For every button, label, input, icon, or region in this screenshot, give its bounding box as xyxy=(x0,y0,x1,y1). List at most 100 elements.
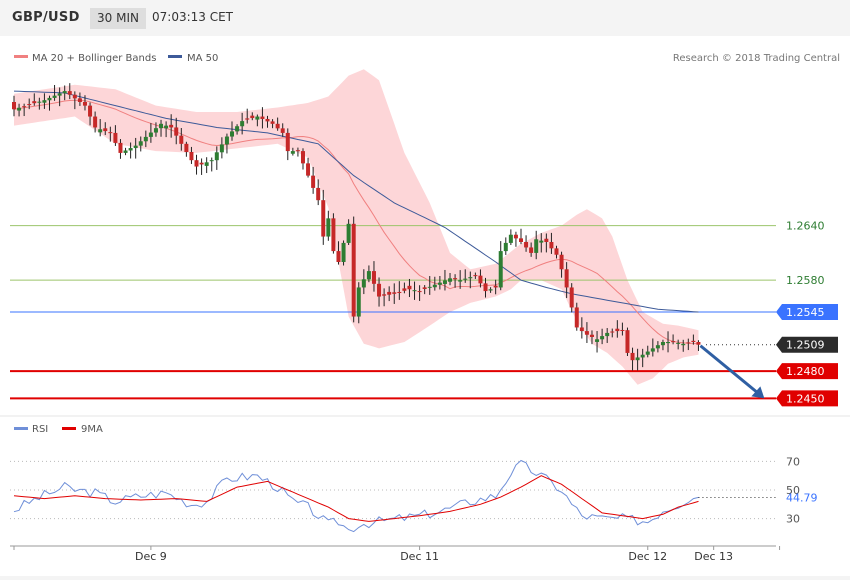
legend-9ma-label: 9MA xyxy=(81,424,103,435)
rsi-ma-line xyxy=(13,475,699,522)
candle xyxy=(230,121,235,141)
candle xyxy=(498,241,503,291)
candle xyxy=(635,348,640,371)
bollinger-band xyxy=(14,69,699,385)
candle xyxy=(524,235,529,252)
timeframe-selector[interactable]: 30 MIN xyxy=(90,8,146,29)
candle xyxy=(478,269,483,288)
candle xyxy=(174,117,179,145)
candle xyxy=(650,338,655,357)
forecast-arrow-shaft xyxy=(699,344,760,395)
candle xyxy=(265,115,270,128)
forecast-arrow-head xyxy=(751,386,765,399)
legend-ma20-swatch xyxy=(14,55,28,58)
copyright-credit: Research © 2018 Trading Central xyxy=(673,53,840,64)
candle xyxy=(402,282,407,294)
candle xyxy=(52,85,57,101)
candle xyxy=(209,157,214,172)
candle xyxy=(605,328,610,343)
legend-9ma-swatch xyxy=(62,427,76,430)
candle xyxy=(37,97,42,110)
candle xyxy=(397,281,402,300)
candle xyxy=(235,124,240,135)
candle xyxy=(204,157,209,174)
candle xyxy=(270,119,275,129)
candle xyxy=(630,347,635,371)
candle xyxy=(382,288,387,307)
candle xyxy=(275,117,280,131)
candle xyxy=(610,328,615,338)
candle xyxy=(153,122,158,137)
rsi-tick-label: 70 xyxy=(786,455,800,468)
legend-rsi-swatch xyxy=(14,427,28,430)
level-tag-pivot xyxy=(776,304,838,320)
candle xyxy=(179,127,184,151)
x-tick-label: Dec 13 xyxy=(694,550,733,563)
candle xyxy=(346,219,351,245)
candle xyxy=(600,328,605,345)
level-label: 1.2640 xyxy=(786,220,825,233)
candle xyxy=(189,146,194,164)
candle xyxy=(503,237,508,255)
candle xyxy=(529,242,534,257)
legend-ma50-swatch xyxy=(168,55,182,58)
candle xyxy=(589,330,594,345)
candle xyxy=(676,339,681,350)
candle xyxy=(295,147,300,157)
level-label: 1.2450 xyxy=(786,392,825,405)
candle xyxy=(366,265,371,283)
candle xyxy=(660,339,665,351)
candle xyxy=(32,93,37,106)
candle xyxy=(331,213,336,254)
candle xyxy=(412,281,417,300)
candle xyxy=(159,119,164,137)
candle xyxy=(448,273,453,286)
candle xyxy=(224,133,229,154)
candle xyxy=(133,137,138,159)
candle xyxy=(569,283,574,313)
level-label: 1.2545 xyxy=(786,306,825,319)
candle xyxy=(306,157,311,178)
candle xyxy=(427,276,432,295)
candle xyxy=(392,283,397,304)
candle xyxy=(285,128,290,161)
candle xyxy=(57,87,62,107)
candle xyxy=(260,107,265,129)
candle xyxy=(519,228,523,245)
rsi-line xyxy=(13,459,699,533)
candle xyxy=(620,322,625,336)
candle xyxy=(453,274,458,288)
candle xyxy=(250,112,255,121)
candle xyxy=(290,147,295,156)
level-label: 1.2480 xyxy=(786,365,825,378)
candle xyxy=(595,331,600,353)
rsi-tick-label: 50 xyxy=(786,484,800,497)
ma50-line xyxy=(13,90,699,313)
legend-ma50-label: MA 50 xyxy=(187,53,218,64)
candle xyxy=(148,123,153,143)
candle xyxy=(442,269,447,291)
candle xyxy=(534,230,539,260)
candle xyxy=(214,146,219,170)
candle xyxy=(473,272,478,279)
candle xyxy=(361,269,366,295)
x-tick-label: Dec 12 xyxy=(628,550,667,563)
candle xyxy=(564,262,569,299)
candle xyxy=(655,341,660,353)
candle xyxy=(77,92,82,106)
candle xyxy=(696,340,701,351)
candle xyxy=(255,114,260,127)
timestamp-label: 07:03:13 CET xyxy=(152,10,233,24)
candle xyxy=(22,103,27,117)
candle xyxy=(574,302,579,331)
candle xyxy=(377,277,382,307)
candle xyxy=(458,270,463,289)
x-tick-label: Dec 11 xyxy=(400,550,439,563)
candle xyxy=(47,95,52,111)
candle xyxy=(554,245,559,259)
candle xyxy=(118,139,123,159)
candle xyxy=(169,114,174,138)
candle xyxy=(483,277,488,298)
candle xyxy=(584,322,589,343)
candle xyxy=(559,251,564,278)
